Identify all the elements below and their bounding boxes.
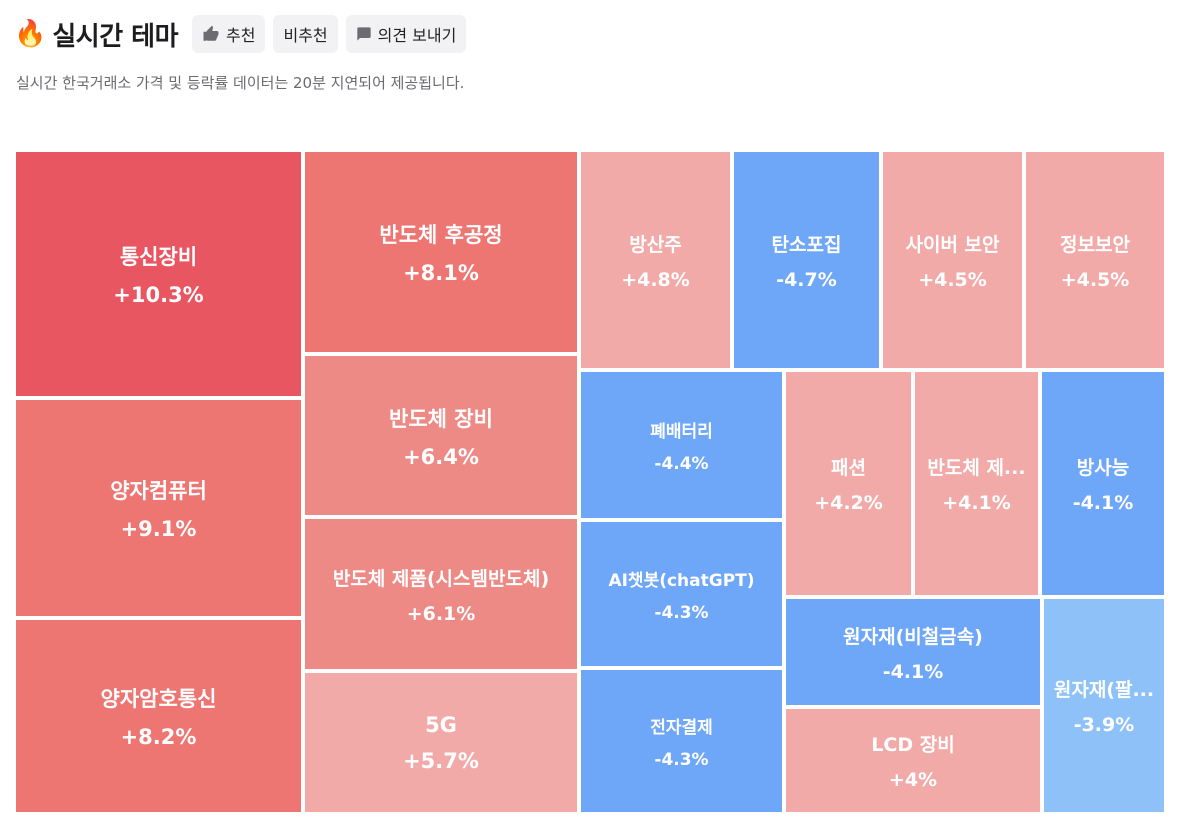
theme-name: 반도체 제... <box>927 457 1026 479</box>
theme-change: +6.4% <box>403 444 479 469</box>
theme-name: 양자컴퓨터 <box>110 479 207 503</box>
theme-name: 방산주 <box>629 233 682 256</box>
theme-change: -4.3% <box>654 749 709 770</box>
theme-change: +10.3% <box>113 283 204 307</box>
theme-name: 패션 <box>831 457 866 479</box>
theme-change: +4% <box>888 769 938 791</box>
theme-name: 폐배터리 <box>650 421 713 442</box>
page-title: 실시간 테마 <box>52 21 179 52</box>
theme-name: 전자결제 <box>650 717 713 738</box>
theme-tile[interactable]: LCD 장비 +4% <box>784 707 1042 814</box>
feedback-label: 의견 보내기 <box>377 26 457 45</box>
feedback-button[interactable]: 의견 보내기 <box>345 15 467 53</box>
theme-tile[interactable]: 반도체 제품(시스템반도체) +6.1% <box>303 517 579 671</box>
theme-tile[interactable]: 반도체 장비 +6.4% <box>303 354 579 517</box>
theme-tile[interactable]: 정보보안 +4.5% <box>1024 150 1166 370</box>
theme-treemap: 통신장비 +10.3% 양자컴퓨터 +9.1% 양자암호통신 +8.2% 반도체… <box>14 150 1166 814</box>
theme-name: 사이버 보안 <box>905 233 1000 256</box>
theme-tile[interactable]: 5G +5.7% <box>303 671 579 814</box>
theme-name: 통신장비 <box>119 245 198 269</box>
theme-name: 원자재(비철금속) <box>843 625 983 648</box>
theme-name: 반도체 후공정 <box>379 223 503 247</box>
theme-change: +4.8% <box>621 268 690 291</box>
not-recommend-label: 비추천 <box>283 26 328 45</box>
delay-notice: 실시간 한국거래소 가격 및 등락률 데이터는 20분 지연되어 제공됩니다. <box>16 74 465 92</box>
theme-change: +4.2% <box>814 492 883 514</box>
theme-change: -3.9% <box>1073 714 1135 736</box>
theme-change: -4.7% <box>776 268 837 291</box>
theme-change: +5.7% <box>403 748 479 773</box>
recommend-button[interactable]: 추천 <box>192 15 266 53</box>
theme-change: +4.5% <box>1060 268 1130 291</box>
theme-tile[interactable]: 통신장비 +10.3% <box>14 150 303 398</box>
theme-name: LCD 장비 <box>871 734 955 756</box>
theme-tile[interactable]: 폐배터리 -4.4% <box>579 370 784 520</box>
theme-change: -4.1% <box>882 660 944 683</box>
fire-icon: 🔥 <box>14 19 47 49</box>
theme-change: +4.1% <box>942 492 1011 514</box>
theme-change: +8.1% <box>403 261 479 285</box>
theme-name: 반도체 장비 <box>389 406 493 431</box>
thumbs-up-icon <box>202 25 220 43</box>
theme-name: 양자암호통신 <box>100 687 217 711</box>
theme-change: -4.1% <box>1072 492 1134 514</box>
theme-tile[interactable]: 양자컴퓨터 +9.1% <box>14 398 303 618</box>
theme-change: -4.4% <box>654 453 709 474</box>
recommend-label: 추천 <box>226 26 256 45</box>
theme-change: +4.5% <box>918 268 987 291</box>
theme-tile[interactable]: 양자암호통신 +8.2% <box>14 618 303 814</box>
theme-tile[interactable]: 탄소포집 -4.7% <box>732 150 881 370</box>
theme-tile[interactable]: 전자결제 -4.3% <box>579 668 784 814</box>
theme-tile[interactable]: 원자재(팔... -3.9% <box>1042 597 1166 814</box>
theme-name: 원자재(팔... <box>1053 679 1155 701</box>
theme-tile[interactable]: AI챗봇(chatGPT) -4.3% <box>579 520 784 668</box>
theme-name: AI챗봇(chatGPT) <box>608 570 755 591</box>
theme-change: -4.3% <box>654 602 709 623</box>
theme-tile[interactable]: 반도체 제... +4.1% <box>913 370 1040 597</box>
theme-tile[interactable]: 원자재(비철금속) -4.1% <box>784 597 1042 707</box>
header: 🔥 실시간 테마 추천 비추천 의견 보내기 <box>14 14 467 54</box>
theme-tile[interactable]: 사이버 보안 +4.5% <box>881 150 1024 370</box>
page-title-group: 🔥 실시간 테마 <box>14 16 179 53</box>
theme-name: 5G <box>425 712 457 737</box>
not-recommend-button[interactable]: 비추천 <box>273 15 338 53</box>
theme-name: 탄소포집 <box>771 233 842 256</box>
theme-tile[interactable]: 방사능 -4.1% <box>1040 370 1166 597</box>
theme-change: +9.1% <box>120 517 197 541</box>
theme-name: 반도체 제품(시스템반도체) <box>332 567 550 590</box>
theme-tile[interactable]: 패션 +4.2% <box>784 370 913 597</box>
theme-name: 방사능 <box>1076 457 1130 479</box>
theme-change: +6.1% <box>406 602 476 625</box>
theme-tile[interactable]: 방산주 +4.8% <box>579 150 732 370</box>
message-icon <box>356 26 372 42</box>
theme-change: +8.2% <box>120 725 197 749</box>
theme-tile[interactable]: 반도체 후공정 +8.1% <box>303 150 579 354</box>
theme-name: 정보보안 <box>1060 233 1130 256</box>
